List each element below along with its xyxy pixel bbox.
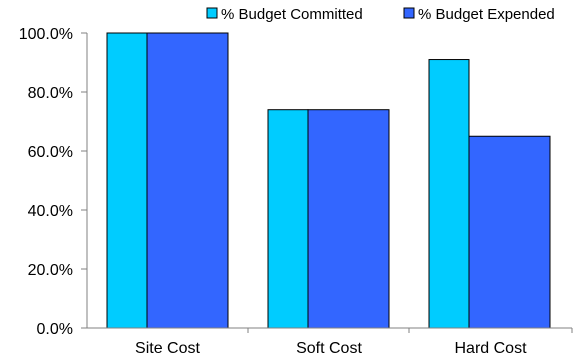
bar-hard-cost-series-2 [468, 135, 551, 329]
bar-soft-cost-series-2 [307, 109, 390, 329]
bar-site-cost-series-2 [146, 32, 229, 329]
x-tick-label: Site Cost [135, 340, 200, 356]
y-tick-label: 80.0% [28, 85, 73, 102]
legend-swatch [206, 7, 218, 19]
y-tick-label: 40.0% [28, 203, 73, 220]
y-tick-label: 100.0% [19, 26, 73, 43]
bar-soft-cost-series-1 [267, 109, 309, 329]
x-tick-label: Hard Cost [454, 340, 527, 356]
legend-label: % Budget Committed [221, 6, 363, 23]
x-tick-label: Soft Cost [296, 340, 362, 356]
y-tick-labels: 0.0% 20.0% 40.0% 60.0% 80.0% 100.0% [19, 26, 73, 338]
y-tick-label: 20.0% [28, 262, 73, 279]
y-tick-label: 0.0% [37, 321, 73, 338]
legend-swatch [403, 7, 415, 19]
bar-hard-cost-series-1 [428, 59, 470, 329]
legend-label: % Budget Expended [418, 6, 555, 23]
bars-group [106, 32, 551, 329]
y-tick-label: 60.0% [28, 144, 73, 161]
axes-group [81, 32, 573, 333]
bar-site-cost-series-1 [106, 32, 148, 329]
chart-legend: % Budget Committed % Budget Expended [206, 6, 555, 23]
x-tick-labels: Site Cost Soft Cost Hard Cost [135, 340, 527, 356]
